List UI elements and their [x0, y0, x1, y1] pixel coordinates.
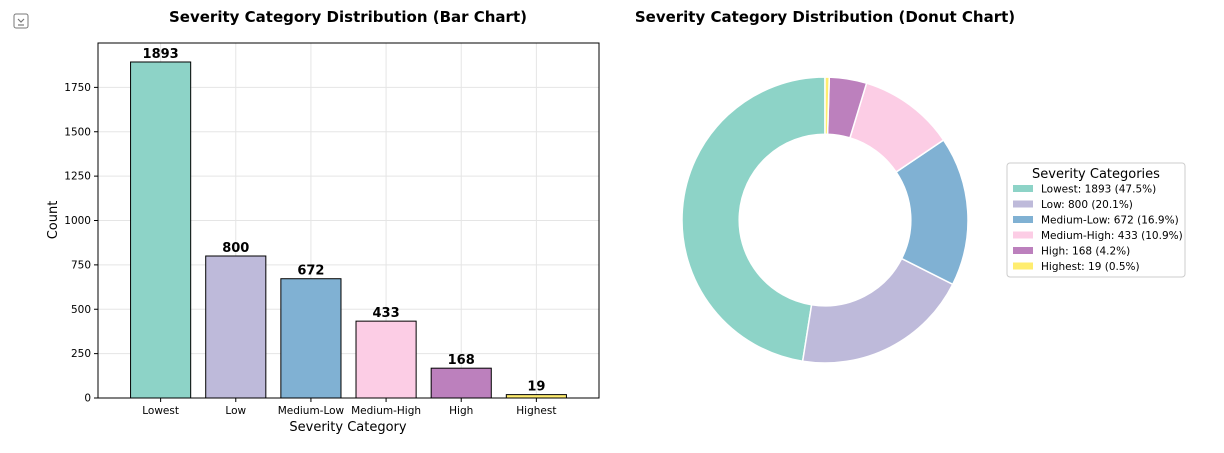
bar-chart-plot-frame [97, 42, 600, 399]
x-tick-label-medium-low: Medium-Low [278, 405, 345, 417]
legend-entry-low: Low: 800 (20.1%) [1041, 199, 1133, 211]
donut-chart-title: Severity Category Distribution (Donut Ch… [635, 8, 1015, 26]
bar-chart-ticks: 0 250 500 750 1000 1250 1500 1750 Lowest Low Mediu… [64, 82, 556, 417]
donut-chart-legend: Severity Categories Lowest: 1893 (47.5%)… [1006, 162, 1186, 278]
bar-chart-bars: 1893 800 672 433 168 19 [130, 47, 567, 399]
legend-frame [1006, 162, 1186, 278]
x-tick-label-high: High [449, 405, 473, 417]
y-tick-label: 1500 [64, 126, 91, 138]
bar-chart-title: Severity Category Distribution (Bar Char… [169, 8, 527, 26]
donut-slice-lowest [681, 76, 826, 363]
x-tick-label-highest: Highest [516, 405, 556, 417]
donut-slice-highest [824, 76, 831, 136]
legend-entry-medium-high: Medium-High: 433 (10.9%) [1041, 230, 1183, 242]
y-tick-label: 1250 [64, 171, 91, 183]
bar-high [430, 367, 492, 399]
y-tick-label: 0 [84, 393, 91, 405]
donut-chart-slices [681, 76, 969, 364]
bar-medium-high [355, 320, 417, 399]
x-tick-label-low: Low [225, 405, 246, 417]
bar-medium-low [280, 278, 342, 399]
donut-slice-low [801, 257, 954, 364]
y-tick-label: 750 [71, 259, 91, 271]
legend-swatch-low [1013, 200, 1033, 208]
x-tick-label-medium-high: Medium-High [351, 405, 421, 417]
bar-value-label-medium-high: 433 [373, 306, 400, 321]
y-tick-label: 1750 [64, 82, 91, 94]
legend-swatch-highest [1013, 262, 1033, 270]
y-tick-label: 250 [71, 348, 91, 360]
bar-chart: Severity Category Distribution (Bar Char… [46, 8, 600, 435]
bar-value-label-highest: 19 [527, 380, 545, 395]
legend-swatch-lowest [1013, 185, 1033, 192]
bar-lowest [130, 61, 192, 399]
legend-entry-high: High: 168 (4.2%) [1041, 246, 1130, 258]
bar-value-label-lowest: 1893 [143, 47, 179, 62]
donut-chart: Severity Category Distribution (Donut Ch… [635, 8, 1186, 364]
cell-output-icon[interactable] [12, 12, 30, 30]
legend-title: Severity Categories [1032, 167, 1160, 182]
bar-low [205, 255, 267, 399]
y-tick-label: 500 [71, 304, 91, 316]
bar-chart-y-axis-label: Count [46, 201, 61, 240]
legend-entry-highest: Highest: 19 (0.5%) [1041, 261, 1140, 273]
legend-swatch-medium-high [1013, 231, 1033, 239]
legend-swatch-medium-low [1013, 216, 1033, 223]
bar-value-label-low: 800 [222, 241, 249, 256]
legend-swatch-high [1013, 247, 1033, 254]
bar-highest [505, 394, 567, 399]
bar-value-label-medium-low: 672 [297, 264, 324, 279]
legend-entries: Lowest: 1893 (47.5%) Low: 800 (20.1%) Medi… [1013, 184, 1183, 273]
x-tick-label-lowest: Lowest [142, 405, 179, 417]
bar-value-label-high: 168 [448, 353, 475, 368]
y-tick-label: 1000 [64, 215, 91, 227]
legend-entry-lowest: Lowest: 1893 (47.5%) [1041, 184, 1156, 196]
legend-entry-medium-low: Medium-Low: 672 (16.9%) [1041, 215, 1179, 227]
bar-chart-x-axis-label: Severity Category [289, 420, 407, 435]
